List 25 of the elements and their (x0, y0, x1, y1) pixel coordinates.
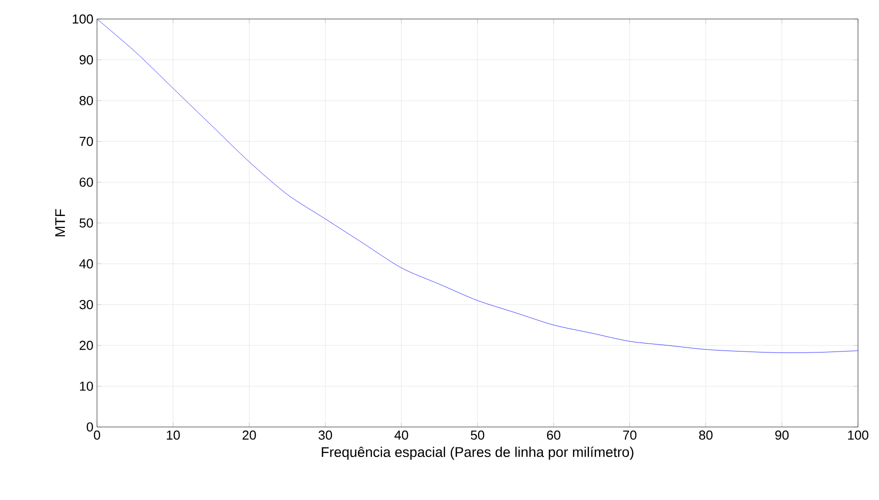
x-tick-label: 20 (242, 430, 256, 440)
x-tick-label: 90 (775, 430, 789, 440)
x-tick-label: 80 (699, 430, 713, 440)
x-tick-label: 30 (318, 430, 332, 440)
y-tick-label: 60 (80, 178, 93, 187)
x-tick-label: 40 (394, 430, 408, 440)
y-tick-label: 100 (72, 14, 93, 24)
x-tick-label: 100 (848, 430, 868, 440)
x-tick-label: 60 (547, 430, 560, 440)
x-tick-label: 10 (166, 430, 180, 440)
x-tick-label: 50 (470, 430, 484, 440)
y-tick-label: 50 (80, 218, 93, 228)
y-tick-label: 10 (80, 382, 93, 391)
y-tick-label: 30 (80, 300, 93, 310)
y-tick-label: 40 (79, 259, 93, 268)
y-tick-label: 90 (80, 55, 93, 64)
y-tick-label: 80 (80, 96, 93, 106)
line-series (97, 18, 858, 353)
x-tick-label: 0 (94, 430, 100, 440)
y-tick-label: 0 (86, 422, 93, 432)
y-tick-label: 20 (80, 340, 93, 350)
y-axis-title: MTF (55, 209, 65, 236)
x-tick-label: 70 (623, 430, 636, 440)
x-axis-title: Frequência espacial (Pares de linha por milímetro) (322, 446, 634, 460)
y-tick-label: 70 (80, 136, 93, 146)
